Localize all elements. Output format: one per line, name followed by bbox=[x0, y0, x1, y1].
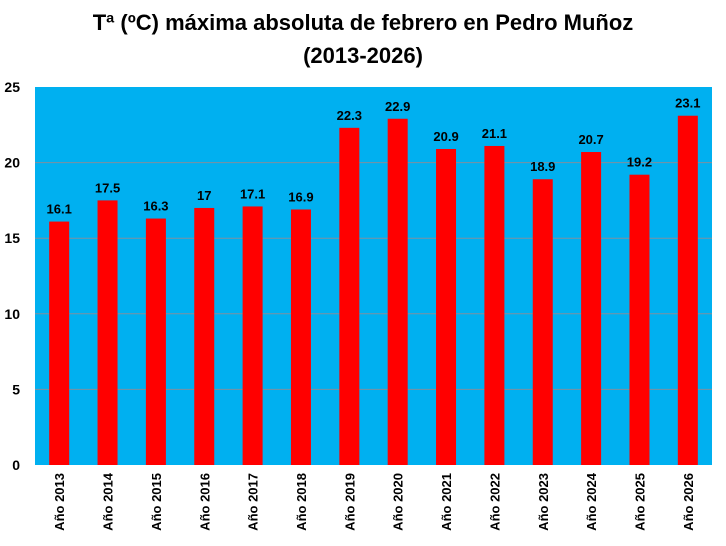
bar bbox=[194, 207, 215, 465]
y-tick-label: 10 bbox=[4, 306, 20, 322]
x-tick-label: Año 2015 bbox=[149, 473, 164, 531]
y-tick-label: 5 bbox=[12, 381, 20, 397]
data-label: 18.9 bbox=[530, 159, 555, 174]
data-label: 22.3 bbox=[337, 108, 362, 123]
bar bbox=[97, 200, 118, 465]
x-tick-label: Año 2022 bbox=[487, 473, 502, 531]
data-label: 19.2 bbox=[627, 155, 652, 170]
bar bbox=[242, 206, 263, 465]
x-tick-label: Año 2026 bbox=[681, 473, 696, 531]
x-tick-label: Año 2018 bbox=[294, 473, 309, 531]
y-tick-label: 25 bbox=[4, 79, 20, 95]
x-tick-label: Año 2021 bbox=[439, 473, 454, 531]
data-label: 20.7 bbox=[578, 132, 603, 147]
y-tick-label: 0 bbox=[12, 457, 20, 473]
data-label: 17.1 bbox=[240, 186, 265, 201]
bar bbox=[581, 152, 602, 466]
chart-title-line1: Tª (ºC) máxima absoluta de febrero en Pe… bbox=[92, 10, 634, 35]
data-label: 17.5 bbox=[95, 180, 120, 195]
bar bbox=[484, 145, 505, 465]
data-label: 22.9 bbox=[385, 99, 410, 114]
bar bbox=[387, 118, 408, 465]
data-label: 20.9 bbox=[433, 129, 458, 144]
x-tick-label: Año 2023 bbox=[536, 473, 551, 531]
x-tick-label: Año 2016 bbox=[197, 473, 212, 531]
data-label: 16.3 bbox=[143, 199, 168, 214]
x-tick-label: Año 2025 bbox=[632, 473, 647, 531]
x-tick-label: Año 2020 bbox=[391, 473, 406, 531]
plot-area bbox=[35, 87, 712, 465]
x-tick-label: Año 2014 bbox=[101, 472, 116, 531]
data-label: 16.9 bbox=[288, 189, 313, 204]
bar bbox=[49, 221, 70, 465]
bar bbox=[339, 127, 360, 465]
bar bbox=[532, 179, 553, 465]
bar bbox=[629, 174, 650, 466]
x-tick-label: Año 2013 bbox=[52, 473, 67, 531]
x-tick-label: Año 2024 bbox=[584, 472, 599, 531]
bar bbox=[145, 218, 166, 465]
x-tick-label: Año 2019 bbox=[342, 473, 357, 531]
data-label: 17 bbox=[197, 188, 211, 203]
bar bbox=[290, 209, 311, 465]
chart-title: Tª (ºC) máxima absoluta de febrero en Pe… bbox=[0, 6, 726, 72]
y-tick-label: 15 bbox=[4, 230, 20, 246]
chart-title-line2: (2013-2026) bbox=[303, 43, 423, 68]
y-tick-label: 20 bbox=[4, 155, 20, 171]
x-tick-label: Año 2017 bbox=[246, 473, 261, 531]
data-label: 21.1 bbox=[482, 126, 507, 141]
bar bbox=[436, 148, 457, 465]
bar bbox=[677, 115, 698, 465]
data-label: 16.1 bbox=[47, 202, 72, 217]
data-label: 23.1 bbox=[675, 96, 700, 111]
